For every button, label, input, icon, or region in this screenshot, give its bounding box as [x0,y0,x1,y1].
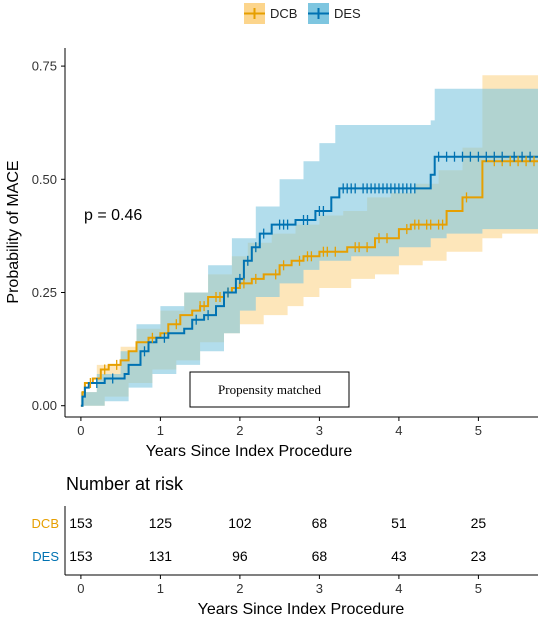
legend: DCB DES [244,3,361,24]
risk-table-cells: 153 125 102 68 51 25 153 131 96 68 43 23 [69,515,486,564]
risk-cell-dcb: 153 [69,515,93,531]
risk-cell-des: 43 [391,548,407,564]
x-axis-title: Years Since Index Procedure [146,443,353,460]
y-axis-title: Probability of MACE [5,160,22,303]
risk-x-tick-label: 0 [77,581,84,596]
risk-cell-des: 68 [312,548,328,564]
risk-x-tick-label: 5 [475,581,482,596]
y-tick-label: 0.00 [32,398,57,413]
risk-cell-dcb: 102 [228,515,252,531]
p-value-annotation: p = 0.46 [84,207,142,224]
risk-cell-des: 131 [149,548,173,564]
risk-row-label-des: DES [32,549,59,564]
x-tick-label: 4 [395,423,402,438]
risk-cell-dcb: 25 [471,515,487,531]
x-tick-label: 3 [316,423,323,438]
risk-cell-dcb: 51 [391,515,407,531]
x-tick-label: 1 [157,423,164,438]
risk-table-title: Number at risk [66,474,184,494]
risk-table-x-title: Years Since Index Procedure [198,601,405,618]
risk-cell-des: 96 [232,548,248,564]
risk-x-tick-label: 1 [157,581,164,596]
y-tick-label: 0.75 [32,59,57,74]
y-axis-ticks: 0.00 0.25 0.50 0.75 [32,59,65,413]
ci-bands [80,75,539,406]
legend-label-dcb: DCB [270,6,297,21]
risk-cell-des: 23 [471,548,487,564]
censor-marks [89,151,535,388]
risk-x-tick-label: 2 [236,581,243,596]
y-tick-label: 0.50 [32,172,57,187]
risk-row-label-dcb: DCB [32,516,59,531]
x-axis-ticks: 0 1 2 3 4 5 [77,417,482,438]
propensity-box [189,371,350,408]
curve-des [80,155,538,407]
x-tick-label: 0 [77,423,84,438]
ci-band-des [80,88,539,406]
y-tick-label: 0.25 [32,285,57,300]
x-tick-label: 2 [236,423,243,438]
risk-table-x-ticks: 0 1 2 3 4 5 [77,575,482,596]
risk-cell-dcb: 68 [312,515,328,531]
legend-label-des: DES [334,6,361,21]
propensity-label: Propensity matched [218,382,321,397]
risk-cell-dcb: 125 [149,515,173,531]
risk-x-tick-label: 3 [316,581,323,596]
risk-cell-des: 153 [69,548,93,564]
risk-x-tick-label: 4 [395,581,402,596]
x-tick-label: 5 [475,423,482,438]
